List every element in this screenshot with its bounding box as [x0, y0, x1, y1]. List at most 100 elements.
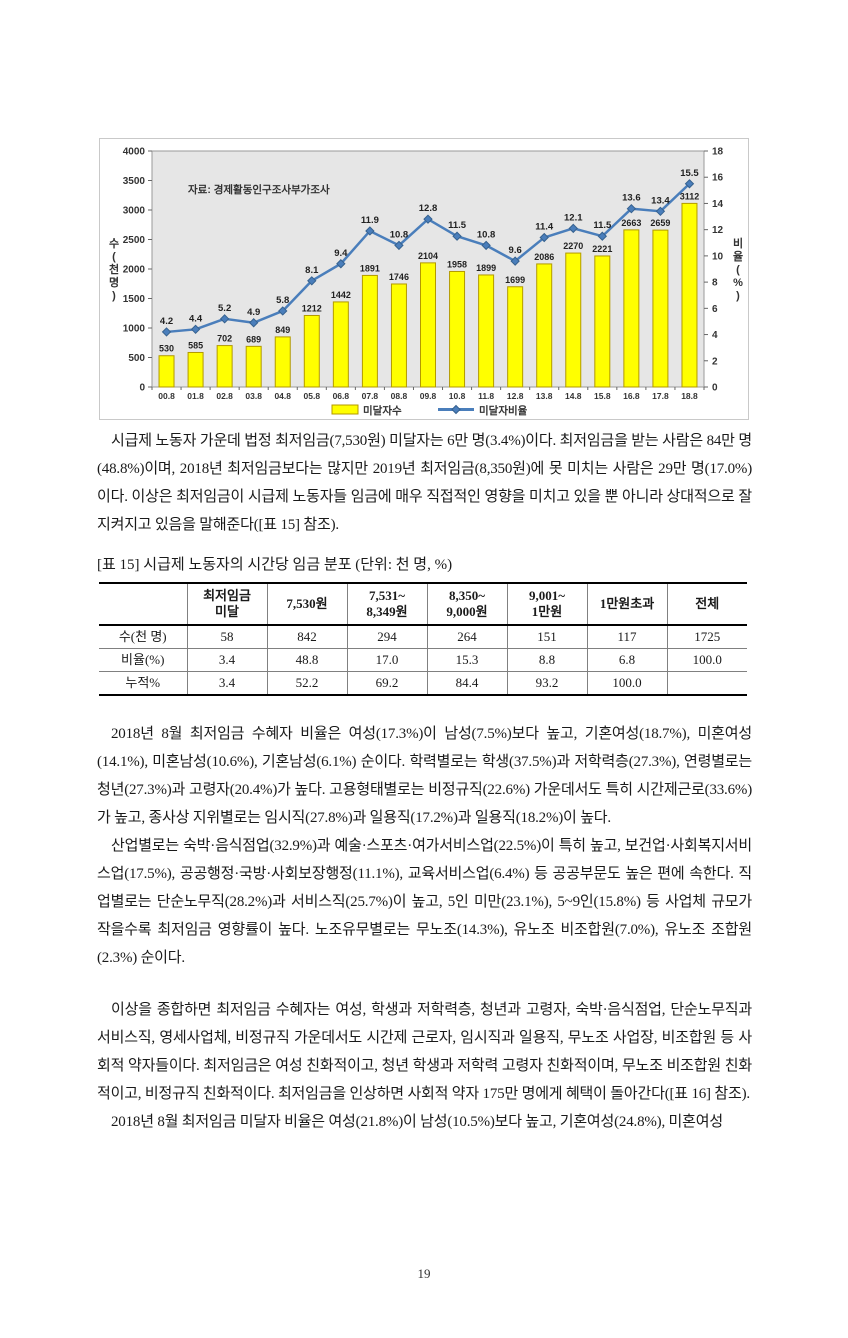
bar-value-label: 849 — [275, 325, 290, 335]
table-cell: 84.4 — [426, 671, 508, 696]
left-axis-title: ) — [112, 290, 116, 302]
bar — [681, 202, 698, 388]
left-axis-tick-label: 3000 — [123, 206, 146, 217]
left-axis-tick-label: 3500 — [123, 176, 146, 187]
left-axis-tick-label: 2500 — [123, 235, 146, 246]
bar-value-label: 1212 — [302, 303, 322, 313]
left-axis-tick-label: 1500 — [123, 294, 146, 305]
table-header-cell: 최저임금 미달 — [186, 582, 268, 626]
table-cell: 8.8 — [506, 648, 588, 672]
table-cell — [666, 671, 747, 696]
line-value-label: 15.5 — [680, 168, 699, 179]
line-marker — [568, 223, 578, 234]
table-header-cell — [99, 582, 188, 626]
hourly-wage-distribution-table: 최저임금 미달 7,530원 7,531~ 8,349원 8,350~ 9,000원 9… — [99, 582, 747, 696]
right-axis-tick-label: 12 — [712, 225, 724, 236]
table-cell: 15.3 — [426, 648, 508, 672]
table-cell: 3.4 — [186, 648, 268, 672]
bar — [623, 229, 640, 388]
bar — [274, 336, 291, 388]
line-marker — [626, 203, 637, 214]
line-marker — [481, 240, 491, 251]
table-cell: 52.2 — [266, 671, 348, 696]
table-header-cell: 9,001~ 1만원 — [506, 582, 588, 626]
paragraph-beneficiary-ratios: 2018년 8월 최저임금 수혜자 비율은 여성(17.3%)이 남성(7.5%… — [97, 726, 752, 826]
paragraph-industry-ratios: 산업별로는 숙박·음식점업(32.9%)과 예술·스포츠·여가서비스업(22.5… — [97, 838, 752, 966]
right-axis-title: 율 — [733, 250, 743, 263]
legend-bar-swatch — [331, 404, 359, 415]
bar-value-label: 530 — [159, 344, 174, 354]
line-marker — [219, 314, 230, 324]
bar — [216, 345, 233, 388]
table-cell: 842 — [266, 624, 348, 649]
table-header-row: 최저임금 미달 7,530원 7,531~ 8,349원 8,350~ 9,000원 9… — [99, 582, 747, 626]
table-header-cell: 7,530원 — [266, 582, 348, 626]
table-header-cell: 전체 — [666, 582, 747, 626]
right-axis-title: ( — [736, 264, 740, 276]
x-axis-tick-label: 06.8 — [333, 391, 350, 401]
right-axis-tick-label: 16 — [712, 173, 724, 184]
right-axis-tick-label: 2 — [712, 356, 718, 367]
x-axis-tick-label: 03.8 — [245, 391, 262, 401]
table-row-label: 누적% — [99, 671, 188, 696]
right-axis-tick-label: 0 — [712, 383, 718, 394]
right-axis-tick-label: 18 — [712, 147, 724, 158]
table-cell: 17.0 — [346, 648, 428, 672]
line-marker — [365, 226, 375, 236]
page-content: 0 500 1000 1500 2000 2500 3000 3500 4000 0 2 4 6 8 10 1… — [0, 138, 848, 1136]
bar-value-label: 1958 — [447, 259, 467, 269]
x-axis-tick-label: 08.8 — [391, 391, 408, 401]
bar — [332, 301, 349, 388]
line-value-label: 9.4 — [334, 248, 348, 259]
left-axis-title: 천 — [109, 262, 119, 276]
combo-bar-line-chart: 0 500 1000 1500 2000 2500 3000 3500 4000 0 2 4 6 8 10 1… — [109, 147, 743, 418]
left-axis-tick-label: 500 — [128, 353, 145, 364]
line-marker — [597, 231, 608, 241]
line-marker — [394, 240, 404, 251]
right-axis-title: 비 — [733, 236, 743, 250]
line-value-label: 12.8 — [419, 203, 438, 214]
bar — [565, 252, 582, 388]
bar — [187, 351, 204, 388]
line-marker — [539, 232, 549, 243]
x-axis-tick-label: 12.8 — [507, 391, 524, 401]
bar-value-label: 1746 — [389, 272, 409, 282]
table-header-cell: 1만원초과 — [586, 582, 668, 626]
table-cell: 100.0 — [586, 671, 668, 696]
paragraph-shortfall-summary: 시급제 노동자 가운데 법정 최저임금(7,530원) 미달자는 6만 명(3.… — [97, 433, 752, 533]
bar-value-label: 1899 — [476, 263, 496, 273]
bar — [594, 255, 611, 388]
table-row: 비율(%) 3.4 48.8 17.0 15.3 8.8 6.8 100.0 — [99, 648, 747, 672]
document-page: 0 500 1000 1500 2000 2500 3000 3500 4000 0 2 4 6 8 10 1… — [0, 138, 848, 1338]
bar — [158, 355, 175, 388]
table-cell: 93.2 — [506, 671, 588, 696]
bar — [361, 274, 378, 388]
line-marker — [161, 327, 172, 337]
line-value-label: 5.8 — [276, 295, 289, 306]
bar — [652, 229, 669, 388]
right-axis-tick-label: 10 — [712, 251, 724, 262]
line-marker — [452, 231, 462, 241]
bar — [245, 345, 262, 388]
bar — [303, 314, 320, 388]
line-value-label: 9.6 — [509, 245, 522, 256]
bar-value-label: 585 — [188, 340, 203, 350]
legend-line-marker — [451, 404, 461, 415]
right-axis-title: ) — [736, 290, 740, 302]
right-axis-title: % — [733, 277, 743, 289]
x-axis-tick-label: 10.8 — [449, 391, 466, 401]
paragraph-conclusion: 이상을 종합하면 최저임금 수혜자는 여성, 학생과 저학력층, 청년과 고령자… — [97, 1002, 752, 1102]
line-marker — [248, 318, 259, 328]
bar — [449, 270, 466, 388]
legend-line-label: 미달자비율 — [479, 404, 528, 417]
line-value-label: 4.9 — [247, 307, 260, 318]
x-axis-tick-label: 09.8 — [420, 391, 437, 401]
table-cell: 151 — [506, 624, 588, 649]
line-marker — [423, 214, 433, 224]
paragraph-shortfall-ratios-start: 2018년 8월 최저임금 미달자 비율은 여성(21.8%)이 남성(10.5… — [111, 1114, 723, 1130]
line-value-label: 4.4 — [189, 313, 203, 324]
x-axis-tick-label: 13.8 — [536, 391, 553, 401]
table-cell: 1725 — [666, 624, 747, 649]
right-axis-tick-label: 6 — [712, 304, 718, 315]
bar-value-label: 2659 — [650, 218, 670, 228]
